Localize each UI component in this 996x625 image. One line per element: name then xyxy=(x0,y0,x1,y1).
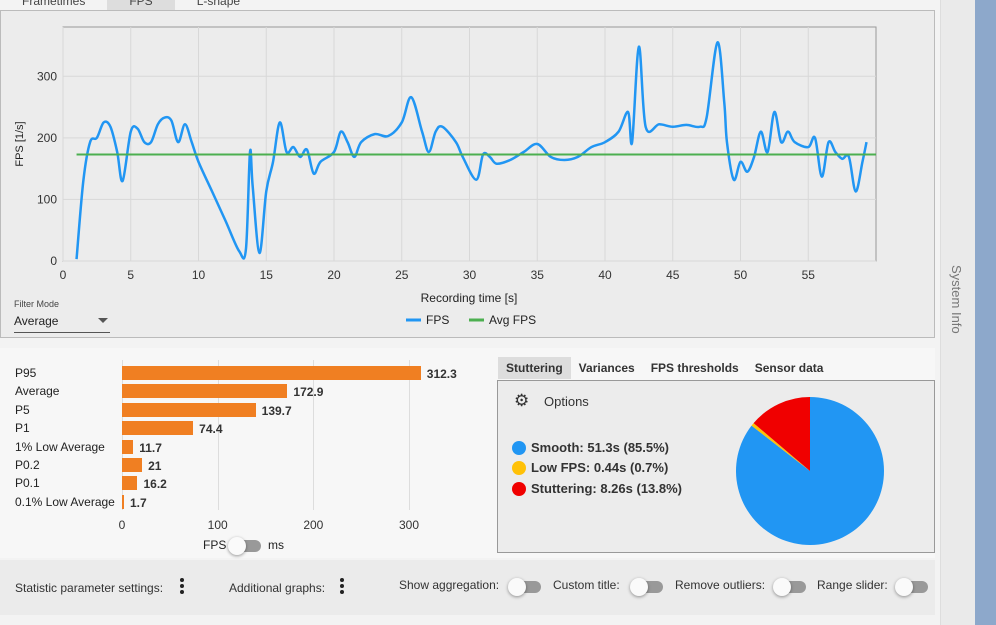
fps-chart-panel: 0 5 10 15 20 25 30 35 40 45 50 55 0 100 200 300 Recordin… xyxy=(0,10,935,338)
x-tick-label: 200 xyxy=(303,518,324,532)
grid-line xyxy=(313,360,315,510)
tab-stuttering[interactable]: Stuttering xyxy=(498,357,571,379)
x-tick-label: 35 xyxy=(531,268,545,282)
filter-mode-select[interactable]: Average xyxy=(14,314,110,333)
fps-ms-toggle[interactable] xyxy=(228,537,261,555)
y-tick-label: 100 xyxy=(37,192,57,206)
tab-fps-thresholds[interactable]: FPS thresholds xyxy=(650,361,739,375)
remove-outliers-toggle[interactable] xyxy=(773,578,806,596)
legend-low-fps: Low FPS: 0.44s (0.7%) xyxy=(512,460,668,475)
bar-value-label: 139.7 xyxy=(261,403,292,418)
filter-mode-label: Filter Mode xyxy=(14,299,60,309)
system-info-sidebar[interactable]: System Info xyxy=(940,0,975,625)
y-tick-label: 300 xyxy=(37,69,57,83)
system-info-label: System Info xyxy=(949,265,964,334)
bar xyxy=(122,439,134,454)
y-tick-label: 200 xyxy=(37,131,57,145)
legend-fps-label: FPS xyxy=(426,313,449,327)
bar xyxy=(122,366,421,380)
show-aggregation-label: Show aggregation: xyxy=(399,578,500,592)
bar xyxy=(122,494,124,509)
bar xyxy=(122,458,143,472)
x-axis-title: Recording time [s] xyxy=(421,291,518,305)
additional-graphs-menu-icon[interactable] xyxy=(340,578,344,596)
options-button[interactable]: Options xyxy=(544,394,589,409)
x-tick-label: 50 xyxy=(734,268,748,282)
stat-settings-menu-icon[interactable] xyxy=(180,578,184,596)
tab-fps[interactable]: FPS xyxy=(107,0,175,10)
tab-sensor-data[interactable]: Sensor data xyxy=(754,361,824,375)
bar-label: P95 xyxy=(15,366,37,380)
analysis-tabs: Stuttering Variances FPS thresholds Sens… xyxy=(498,357,831,379)
legend-avg-label: Avg FPS xyxy=(489,313,536,327)
x-tick-label: 5 xyxy=(127,268,134,282)
grid-line xyxy=(217,360,219,510)
custom-title-label: Custom title: xyxy=(553,578,620,592)
pie-slice-low-fps xyxy=(751,423,810,471)
x-tick-label: 40 xyxy=(598,268,612,282)
bar-value-label: 312.3 xyxy=(426,367,457,381)
fps-line-chart: 0 5 10 15 20 25 30 35 40 45 50 55 0 100 200 300 Recordin… xyxy=(14,26,877,327)
x-tick-label: 0 xyxy=(118,518,126,532)
tab-variances[interactable]: Variances xyxy=(578,361,635,375)
x-tick-label: 10 xyxy=(192,268,206,282)
bar-label: Average xyxy=(15,384,60,399)
x-tick-label: 0 xyxy=(60,268,67,282)
y-tick-label: 0 xyxy=(50,254,57,268)
x-tick-label: 20 xyxy=(327,268,341,282)
x-tick-label: 15 xyxy=(260,268,274,282)
x-tick-label: 45 xyxy=(666,268,680,282)
x-tick-label: 100 xyxy=(207,518,228,532)
bar-value-label: 11.7 xyxy=(139,440,162,455)
additional-graphs-label: Additional graphs: xyxy=(229,581,326,595)
bar xyxy=(122,476,138,491)
bar-value-label: 74.4 xyxy=(199,422,223,437)
bar xyxy=(122,421,194,436)
bar-label: P0.1 xyxy=(15,476,40,491)
custom-title-toggle[interactable] xyxy=(630,578,663,596)
unit-fps-label: FPS xyxy=(203,538,227,552)
tab-l-shape[interactable]: L-shape xyxy=(196,0,241,8)
view-tabs: Frametimes FPS L-shape xyxy=(0,0,262,10)
chevron-down-icon xyxy=(98,318,108,323)
bar-value-label: 1.7 xyxy=(130,495,147,510)
gear-icon[interactable]: ⚙ xyxy=(514,391,530,410)
window-edge xyxy=(975,0,996,625)
bar-value-label: 16.2 xyxy=(143,477,167,492)
grid-line xyxy=(409,360,410,510)
range-slider-label: Range slider: xyxy=(817,578,888,592)
bar-label: 0.1% Low Average xyxy=(15,494,115,509)
remove-outliers-label: Remove outliers: xyxy=(675,578,766,592)
x-tick-label: 55 xyxy=(802,268,816,282)
bar-label: 1% Low Average xyxy=(15,439,105,454)
bar-value-label: 21 xyxy=(148,459,162,473)
bar-label: P1 xyxy=(15,421,30,436)
bar xyxy=(122,384,288,399)
x-tick-label: 25 xyxy=(395,268,409,282)
bar xyxy=(122,402,256,417)
stat-settings-label: Statistic parameter settings: xyxy=(15,581,164,595)
range-slider-toggle[interactable] xyxy=(895,578,928,596)
tab-frametimes[interactable]: Frametimes xyxy=(22,0,86,8)
bar-label: P0.2 xyxy=(15,458,40,472)
bar-label: P5 xyxy=(15,402,30,417)
filter-mode-value: Average xyxy=(14,314,59,328)
x-tick-label: 30 xyxy=(463,268,477,282)
show-aggregation-toggle[interactable] xyxy=(508,578,541,596)
pie-slice-stuttering xyxy=(753,397,810,471)
stuttering-panel: ⚙ Options Smooth: 51.3s (85.5%) Low FPS:… xyxy=(497,380,935,553)
unit-ms-label: ms xyxy=(268,538,284,552)
bottom-toolbar: Statistic parameter settings: Additional… xyxy=(0,560,935,615)
x-tick-label: 300 xyxy=(398,518,420,532)
bar-value-label: 172.9 xyxy=(293,385,324,400)
legend-smooth: Smooth: 51.3s (85.5%) xyxy=(512,440,669,455)
legend-stuttering: Stuttering: 8.26s (13.8%) xyxy=(512,481,682,496)
y-axis-title: FPS [1/s] xyxy=(14,121,26,166)
stuttering-pie-chart xyxy=(736,397,884,545)
